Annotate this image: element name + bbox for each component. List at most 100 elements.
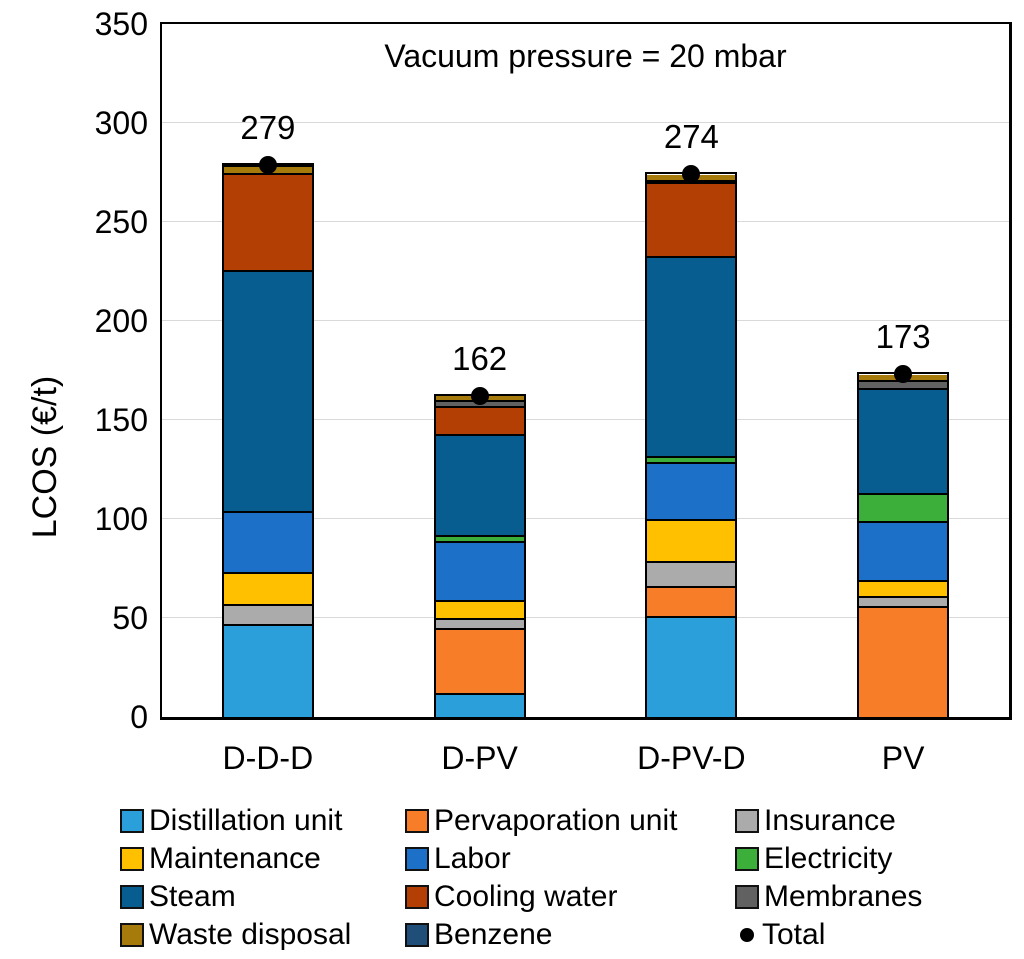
bar-d-pv-d bbox=[645, 172, 738, 717]
legend-label-distillation-unit: Distillation unit bbox=[149, 804, 343, 837]
plot-inner: Vacuum pressure = 20 mbar 279 162 274 173 bbox=[162, 24, 1009, 717]
legend-swatch-benzene bbox=[405, 923, 429, 947]
legend-item-cooling-water: Cooling water bbox=[405, 882, 735, 912]
legend-item-labor: Labor bbox=[405, 844, 735, 874]
legend-label-waste-disposal: Waste disposal bbox=[149, 918, 352, 951]
legend-label-pervaporation-unit: Pervaporation unit bbox=[434, 804, 678, 837]
bar-segment-membranes bbox=[859, 382, 948, 391]
legend-swatch-labor bbox=[405, 847, 429, 871]
legend-swatch-distillation-unit bbox=[120, 809, 144, 833]
total-value-label-d-d-d: 279 bbox=[240, 108, 296, 146]
legend-item-membranes: Membranes bbox=[735, 882, 1000, 912]
legend-label-membranes: Membranes bbox=[764, 880, 923, 913]
bar-segment-pervaporation-unit bbox=[859, 608, 948, 717]
y-tick-label-100: 100 bbox=[94, 501, 148, 537]
bar-segment-insurance bbox=[647, 562, 736, 589]
legend-item-pervaporation-unit: Pervaporation unit bbox=[405, 806, 735, 836]
legend-label-cooling-water: Cooling water bbox=[434, 880, 618, 913]
legend-label-labor: Labor bbox=[434, 842, 511, 875]
bar-pv bbox=[857, 372, 950, 717]
legend-swatch-maintenance bbox=[120, 847, 144, 871]
bar-d-pv bbox=[433, 394, 526, 717]
chart-title: Vacuum pressure = 20 mbar bbox=[384, 38, 787, 74]
bar-segment-steam bbox=[435, 435, 524, 537]
bar-segment-labor bbox=[223, 513, 312, 575]
legend-swatch-cooling-water bbox=[405, 885, 429, 909]
y-tick-label-150: 150 bbox=[94, 402, 148, 438]
legend-swatch-insurance bbox=[735, 809, 759, 833]
bar-segment-distillation-unit bbox=[223, 625, 312, 717]
bar-segment-membranes bbox=[647, 182, 736, 185]
legend-total-dot-icon bbox=[740, 928, 754, 942]
gridline-150 bbox=[162, 419, 1009, 420]
bar-segment-cooling-water bbox=[647, 184, 736, 258]
legend-label-steam: Steam bbox=[149, 880, 236, 913]
legend-label-insurance: Insurance bbox=[764, 804, 896, 837]
bar-segment-maintenance bbox=[859, 582, 948, 599]
legend-item-electricity: Electricity bbox=[735, 844, 1000, 874]
y-tick-label-250: 250 bbox=[94, 204, 148, 240]
total-value-label-d-pv: 162 bbox=[452, 340, 508, 378]
bar-segment-cooling-water bbox=[223, 174, 312, 272]
bar-segment-steam bbox=[859, 390, 948, 496]
total-value-label-pv: 173 bbox=[875, 318, 931, 356]
legend-item-distillation-unit: Distillation unit bbox=[120, 806, 405, 836]
gridline-200 bbox=[162, 320, 1009, 321]
total-marker-pv bbox=[894, 365, 913, 384]
y-tick-label-300: 300 bbox=[94, 105, 148, 141]
y-tick-label-0: 0 bbox=[130, 699, 148, 735]
legend-item-maintenance: Maintenance bbox=[120, 844, 405, 874]
x-tick-label-d-d-d: D-D-D bbox=[222, 740, 314, 776]
legend-swatch-membranes bbox=[735, 885, 759, 909]
bar-segment-insurance bbox=[859, 598, 948, 609]
bar-segment-distillation-unit bbox=[435, 695, 524, 717]
bar-segment-pervaporation-unit bbox=[647, 588, 736, 618]
total-value-label-d-pv-d: 274 bbox=[663, 118, 719, 156]
x-tick-label-pv: PV bbox=[881, 740, 925, 776]
bar-segment-labor bbox=[435, 542, 524, 603]
bar-segment-electricity bbox=[859, 495, 948, 523]
legend-item-waste-disposal: Waste disposal bbox=[120, 920, 405, 950]
plot-area: Vacuum pressure = 20 mbar 279 162 274 173 bbox=[160, 22, 1012, 720]
legend-label-maintenance: Maintenance bbox=[149, 842, 321, 875]
bar-segment-steam bbox=[647, 257, 736, 458]
bar-segment-pervaporation-unit bbox=[435, 629, 524, 696]
bar-segment-labor bbox=[647, 463, 736, 521]
gridline-250 bbox=[162, 221, 1009, 222]
legend-label-electricity: Electricity bbox=[764, 842, 893, 875]
bar-segment-maintenance bbox=[223, 574, 312, 607]
gridline-50 bbox=[162, 617, 1009, 618]
bar-segment-steam bbox=[223, 271, 312, 514]
bar-segment-cooling-water bbox=[435, 408, 524, 436]
legend: Distillation unit Pervaporation unit Insur… bbox=[120, 806, 1000, 950]
y-tick-label-50: 50 bbox=[112, 600, 148, 636]
bar-segment-membranes bbox=[435, 402, 524, 409]
legend-label-benzene: Benzene bbox=[434, 918, 553, 951]
bar-segment-maintenance bbox=[435, 602, 524, 621]
legend-item-total: Total bbox=[735, 920, 1000, 950]
bar-segment-distillation-unit bbox=[647, 618, 736, 717]
bar-segment-insurance bbox=[223, 606, 312, 626]
bar-segment-maintenance bbox=[647, 521, 736, 563]
total-marker-d-pv-d bbox=[682, 165, 701, 184]
gridline-100 bbox=[162, 518, 1009, 519]
legend-swatch-steam bbox=[120, 885, 144, 909]
total-marker-d-d-d bbox=[258, 155, 277, 174]
legend-swatch-waste-disposal bbox=[120, 923, 144, 947]
x-tick-label-d-pv: D-PV bbox=[441, 740, 518, 776]
y-tick-label-350: 350 bbox=[94, 6, 148, 42]
y-tick-label-200: 200 bbox=[94, 303, 148, 339]
bar-segment-electricity bbox=[435, 536, 524, 543]
bar-segment-electricity bbox=[647, 457, 736, 464]
legend-swatch-pervaporation-unit bbox=[405, 809, 429, 833]
legend-label-total: Total bbox=[762, 918, 826, 951]
legend-item-steam: Steam bbox=[120, 882, 405, 912]
bar-segment-labor bbox=[859, 523, 948, 583]
legend-item-insurance: Insurance bbox=[735, 806, 1000, 836]
total-marker-d-pv bbox=[470, 387, 489, 406]
legend-swatch-electricity bbox=[735, 847, 759, 871]
bar-d-d-d bbox=[221, 162, 314, 717]
bar-segment-insurance bbox=[435, 620, 524, 630]
gridline-300 bbox=[162, 122, 1009, 123]
